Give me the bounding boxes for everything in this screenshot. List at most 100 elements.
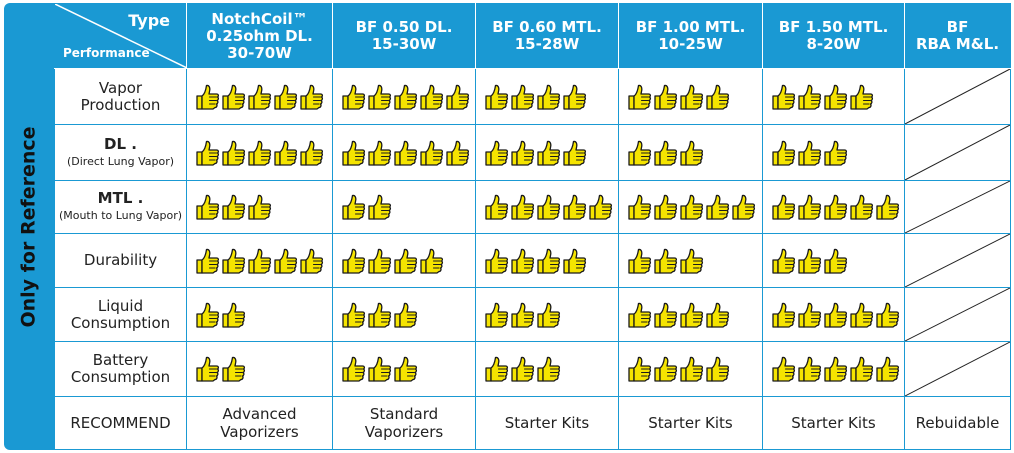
row-label: DL . (Direct Lung Vapor): [54, 124, 187, 181]
thumbs-up-icon: [274, 84, 298, 110]
table-row: Battery Consumption: [54, 341, 1011, 397]
thumbs-up-icon: [511, 302, 535, 328]
thumbs-up-icon: [563, 194, 587, 220]
thumbs-up-icon: [850, 356, 874, 382]
thumbs-up-icon: [537, 194, 561, 220]
row-label: Liquid Consumption: [54, 287, 187, 342]
column-header-line1: BF 0.50 DL.: [355, 18, 453, 36]
thumbs-up-icon: [420, 140, 444, 166]
thumbs-up-icon: [798, 356, 822, 382]
row-label-line2: (Direct Lung Vapor): [66, 154, 175, 168]
thumbs-up-icon: [824, 84, 848, 110]
rating-cell: [332, 68, 476, 125]
thumbs-up-icon: [680, 84, 704, 110]
thumbs-up-icon: [850, 194, 874, 220]
diagonal-slash: [905, 234, 1010, 287]
column-header: BF 0.60 MTL. 15-28W: [475, 3, 619, 69]
row-label-line1: Vapor: [98, 78, 143, 97]
thumbs-up-icon: [772, 84, 796, 110]
rating-cell: [618, 233, 763, 288]
thumbs-up-icon: [654, 302, 678, 328]
thumbs-up-icon: [342, 356, 366, 382]
thumbs-up-icon: [798, 84, 822, 110]
rating-cell: [475, 68, 619, 125]
rating-cell: [332, 341, 476, 397]
thumbs-up-icon: [628, 194, 652, 220]
side-label-bar: Only for Reference: [4, 3, 54, 450]
thumbs-up-icon: [274, 140, 298, 166]
column-header-line2: RBA M&L.: [915, 35, 1000, 53]
recommend-cell: Standard Vaporizers: [332, 396, 476, 450]
rating-cell: [618, 341, 763, 397]
column-header: BF RBA M&L.: [904, 3, 1011, 69]
rating-cell: [186, 180, 333, 234]
performance-label: Performance: [63, 46, 150, 60]
thumbs-up-icon: [511, 356, 535, 382]
row-label: Vapor Production: [54, 68, 187, 125]
thumbs-up-icon: [589, 194, 613, 220]
column-header: BF 1.50 MTL. 8-20W: [762, 3, 905, 69]
column-header: NotchCoil™ 0.25ohm DL. 30-70W: [186, 3, 333, 69]
rating-cell: [475, 124, 619, 181]
thumbs-up-icon: [537, 84, 561, 110]
comparison-table: Type Performance NotchCoil™ 0.25ohm DL. …: [54, 3, 1011, 450]
thumbs-up-icon: [394, 302, 418, 328]
thumbs-up-icon: [772, 194, 796, 220]
rating-cell: [475, 287, 619, 342]
thumbs-up-icon: [537, 248, 561, 274]
table-row: Vapor Production: [54, 68, 1011, 125]
thumbs-up-icon: [196, 140, 220, 166]
rating-cell: [762, 233, 905, 288]
rating-cell: [475, 341, 619, 397]
thumbs-up-icon: [446, 84, 470, 110]
thumbs-up-icon: [368, 194, 392, 220]
thumbs-up-icon: [511, 194, 535, 220]
not-applicable-cell: [904, 233, 1011, 288]
column-header-line1: BF 1.50 MTL.: [778, 18, 889, 36]
rating-cell: [618, 180, 763, 234]
column-header-line1: BF 0.60 MTL.: [492, 18, 602, 36]
recommend-line2: Vaporizers: [364, 423, 444, 441]
thumbs-up-icon: [563, 140, 587, 166]
thumbs-up-icon: [248, 194, 272, 220]
thumbs-up-icon: [824, 194, 848, 220]
recommend-row: RECOMMEND Advanced Vaporizers Standard V…: [54, 396, 1011, 450]
thumbs-up-icon: [420, 248, 444, 274]
recommend-cell: Starter Kits: [475, 396, 619, 450]
thumbs-up-icon: [772, 302, 796, 328]
rating-cell: [332, 124, 476, 181]
thumbs-up-icon: [824, 302, 848, 328]
recommend-cell: Rebuidable: [904, 396, 1011, 450]
thumbs-up-icon: [394, 84, 418, 110]
thumbs-up-icon: [300, 84, 324, 110]
recommend-label: RECOMMEND: [54, 396, 187, 450]
rating-cell: [186, 287, 333, 342]
thumbs-up-icon: [196, 356, 220, 382]
thumbs-up-icon: [222, 302, 246, 328]
thumbs-up-icon: [798, 194, 822, 220]
recommend-line1: Advanced: [222, 405, 297, 423]
column-header-line1: NotchCoil™: [211, 9, 308, 28]
row-label-line2: Consumption: [70, 313, 171, 332]
thumbs-up-icon: [222, 84, 246, 110]
column-header: BF 0.50 DL. 15-30W: [332, 3, 476, 69]
thumbs-up-icon: [300, 248, 324, 274]
thumbs-up-icon: [537, 356, 561, 382]
thumbs-up-icon: [342, 84, 366, 110]
thumbs-up-icon: [680, 140, 704, 166]
thumbs-up-icon: [732, 194, 756, 220]
thumbs-up-icon: [628, 302, 652, 328]
thumbs-up-icon: [485, 140, 509, 166]
thumbs-up-icon: [628, 140, 652, 166]
thumbs-up-icon: [654, 356, 678, 382]
thumbs-up-icon: [300, 140, 324, 166]
rating-cell: [618, 287, 763, 342]
thumbs-up-icon: [248, 140, 272, 166]
recommend-cell: Advanced Vaporizers: [186, 396, 333, 450]
thumbs-up-icon: [368, 302, 392, 328]
table-row: DL . (Direct Lung Vapor): [54, 124, 1011, 181]
thumbs-up-icon: [772, 248, 796, 274]
rating-cell: [186, 341, 333, 397]
thumbs-up-icon: [628, 356, 652, 382]
thumbs-up-icon: [628, 84, 652, 110]
